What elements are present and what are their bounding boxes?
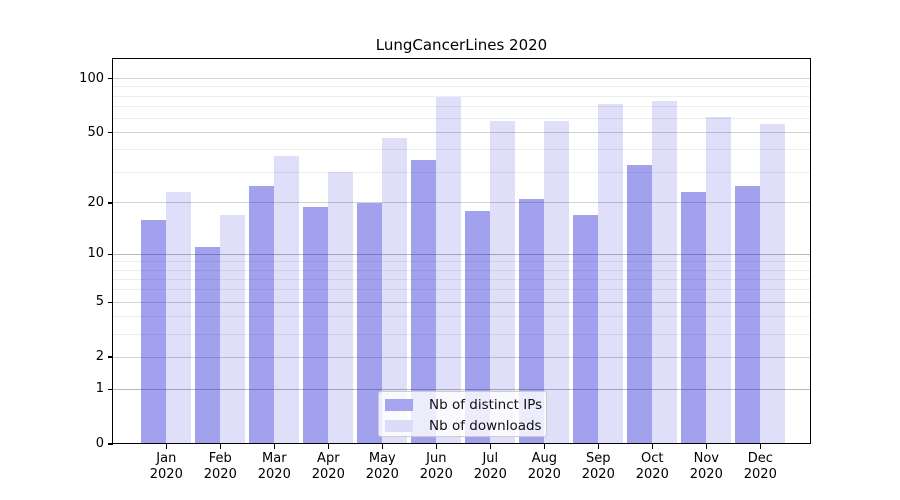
x-tick-mark xyxy=(705,444,707,449)
x-tick-label: Apr 2020 xyxy=(311,451,345,482)
bar-downloads xyxy=(652,101,678,444)
x-tick-label: May 2020 xyxy=(365,451,399,482)
x-tick-mark xyxy=(759,444,761,449)
x-tick-mark xyxy=(597,444,599,449)
y-tick-mark xyxy=(108,301,113,303)
y-tick-mark xyxy=(108,388,113,390)
y-minor-gridline xyxy=(113,86,810,88)
bar-distinct-ips xyxy=(195,247,221,444)
x-tick-label: Jun 2020 xyxy=(419,451,453,482)
x-tick-label: Nov 2020 xyxy=(689,451,723,482)
bar-downloads xyxy=(706,117,732,444)
x-tick-label: Aug 2020 xyxy=(527,451,561,482)
x-tick-mark xyxy=(435,444,437,449)
x-tick-mark xyxy=(273,444,275,449)
y-major-gridline xyxy=(113,388,810,390)
y-tick-mark xyxy=(108,443,113,445)
x-tick-mark xyxy=(219,444,221,449)
legend-label: Nb of downloads xyxy=(429,418,542,434)
x-tick-mark xyxy=(543,444,545,449)
y-tick-label: 1 xyxy=(95,381,104,397)
x-tick-label: Dec 2020 xyxy=(743,451,777,482)
y-minor-gridline xyxy=(113,118,810,120)
legend-swatch-distinct-ips xyxy=(385,399,413,411)
y-minor-gridline xyxy=(113,261,810,263)
y-minor-gridline xyxy=(113,269,810,271)
bar-distinct-ips xyxy=(303,206,329,444)
y-minor-gridline xyxy=(113,316,810,318)
bar-distinct-ips xyxy=(141,219,167,444)
y-minor-gridline xyxy=(113,106,810,107)
y-minor-gridline xyxy=(113,289,810,291)
x-tick-label: Mar 2020 xyxy=(257,451,291,482)
y-tick-label: 0 xyxy=(95,436,104,451)
x-tick-label: Sep 2020 xyxy=(581,451,615,482)
y-tick-mark xyxy=(108,356,113,358)
bar-downloads xyxy=(544,121,570,444)
bar-distinct-ips xyxy=(681,192,707,444)
y-tick-mark xyxy=(108,253,113,255)
bar-distinct-ips xyxy=(573,215,599,444)
x-tick-mark xyxy=(165,444,167,449)
legend: Nb of distinct IPs Nb of downloads xyxy=(378,391,547,437)
y-tick-label: 2 xyxy=(95,349,104,365)
y-tick-mark xyxy=(108,132,113,134)
y-tick-label: 20 xyxy=(87,194,104,210)
y-tick-label: 100 xyxy=(79,70,104,86)
bar-distinct-ips xyxy=(627,164,653,444)
bar-downloads xyxy=(166,192,192,444)
bar-downloads xyxy=(220,215,246,444)
legend-item-distinct-ips: Nb of distinct IPs xyxy=(385,398,545,412)
legend-label: Nb of distinct IPs xyxy=(429,397,543,413)
y-major-gridline xyxy=(113,78,810,80)
y-tick-label: 10 xyxy=(87,246,104,262)
y-tick-label: 5 xyxy=(95,294,104,310)
y-minor-gridline xyxy=(113,333,810,335)
y-major-gridline xyxy=(113,253,810,255)
chart-title: LungCancerLines 2020 xyxy=(375,36,548,54)
bar-downloads xyxy=(328,172,354,444)
bar-downloads xyxy=(436,97,462,444)
x-tick-label: Feb 2020 xyxy=(203,451,237,482)
y-minor-gridline xyxy=(113,278,810,280)
bar-downloads xyxy=(760,123,786,444)
x-tick-mark xyxy=(489,444,491,449)
y-major-gridline xyxy=(113,356,810,358)
y-tick-mark xyxy=(108,78,113,80)
y-minor-gridline xyxy=(113,95,810,97)
y-minor-gridline xyxy=(113,149,810,151)
x-tick-mark xyxy=(381,444,383,449)
x-tick-mark xyxy=(651,444,653,449)
y-tick-mark xyxy=(108,202,113,204)
bar-downloads xyxy=(274,156,300,444)
bar-downloads xyxy=(490,121,516,444)
bar-downloads xyxy=(598,104,624,444)
x-tick-label: Jan 2020 xyxy=(149,451,183,482)
legend-swatch-downloads xyxy=(385,420,413,432)
y-major-gridline xyxy=(113,301,810,303)
legend-item-downloads: Nb of downloads xyxy=(385,419,545,433)
x-tick-mark xyxy=(327,444,329,449)
bar-distinct-ips xyxy=(249,186,275,444)
y-minor-gridline xyxy=(113,171,810,173)
x-tick-label: Oct 2020 xyxy=(635,451,669,482)
y-tick-label: 50 xyxy=(87,124,104,140)
bar-distinct-ips xyxy=(735,186,761,444)
x-tick-label: Jul 2020 xyxy=(473,451,507,482)
y-major-gridline xyxy=(113,132,810,134)
y-major-gridline xyxy=(113,202,810,204)
